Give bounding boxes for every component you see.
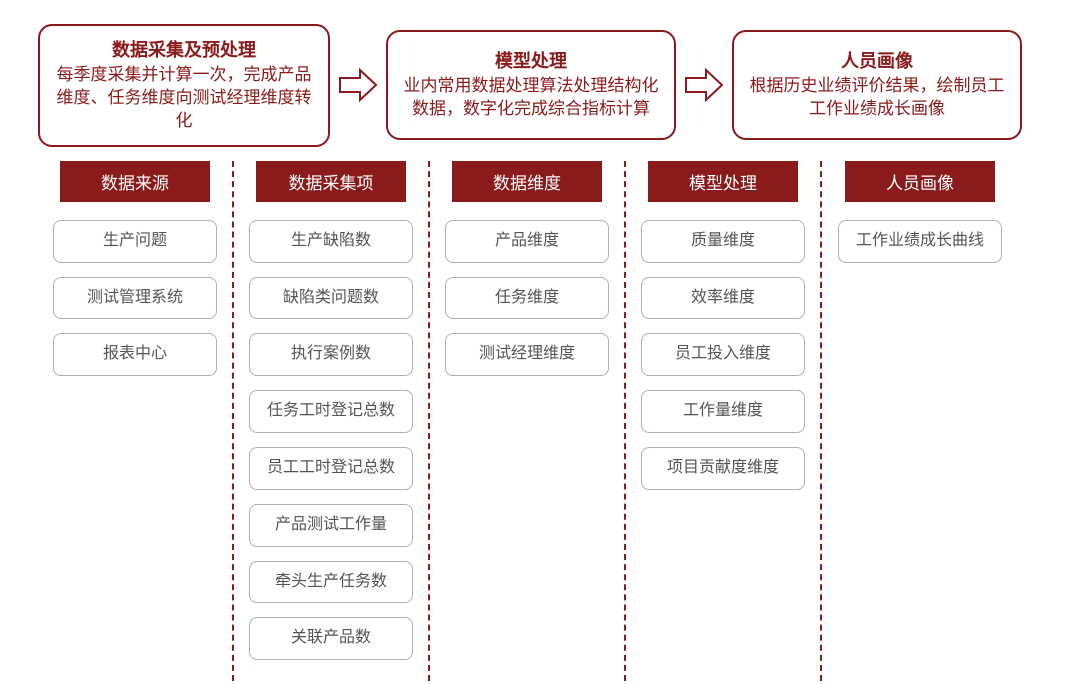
process-box-data-collection: 数据采集及预处理 每季度采集并计算一次，完成产品维度、任务维度向测试经理维度转化 <box>38 24 330 147</box>
process-title: 人员画像 <box>841 47 913 73</box>
list-item: 效率维度 <box>641 277 805 320</box>
list-item: 报表中心 <box>53 333 217 376</box>
process-title: 模型处理 <box>495 47 567 73</box>
category-column: 人员画像工作业绩成长曲线 <box>822 161 1018 681</box>
list-item: 员工工时登记总数 <box>249 447 413 490</box>
list-item: 生产缺陷数 <box>249 220 413 263</box>
list-item: 关联产品数 <box>249 617 413 660</box>
list-item: 项目贡献度维度 <box>641 447 805 490</box>
list-item: 执行案例数 <box>249 333 413 376</box>
category-column: 数据维度产品维度任务维度测试经理维度 <box>430 161 626 681</box>
arrow-right-icon <box>684 68 724 102</box>
process-box-model: 模型处理 业内常用数据处理算法处理结构化数据，数字化完成综合指标计算 <box>386 30 676 140</box>
category-column: 数据采集项生产缺陷数缺陷类问题数执行案例数任务工时登记总数员工工时登记总数产品测… <box>234 161 430 681</box>
list-item: 生产问题 <box>53 220 217 263</box>
category-columns: 数据来源生产问题测试管理系统报表中心数据采集项生产缺陷数缺陷类问题数执行案例数任… <box>38 161 1042 681</box>
list-item: 牵头生产任务数 <box>249 561 413 604</box>
list-item: 任务维度 <box>445 277 609 320</box>
list-item: 任务工时登记总数 <box>249 390 413 433</box>
category-column: 数据来源生产问题测试管理系统报表中心 <box>38 161 234 681</box>
list-item: 产品维度 <box>445 220 609 263</box>
list-item: 工作量维度 <box>641 390 805 433</box>
column-header: 数据维度 <box>452 161 602 202</box>
list-item: 工作业绩成长曲线 <box>838 220 1002 263</box>
process-desc: 每季度采集并计算一次，完成产品维度、任务维度向测试经理维度转化 <box>54 64 314 133</box>
column-header: 数据采集项 <box>256 161 406 202</box>
list-item: 产品测试工作量 <box>249 504 413 547</box>
process-box-portrait: 人员画像 根据历史业绩评价结果，绘制员工工作业绩成长画像 <box>732 30 1022 140</box>
list-item: 员工投入维度 <box>641 333 805 376</box>
arrow-right-icon <box>338 68 378 102</box>
list-item: 测试经理维度 <box>445 333 609 376</box>
list-item: 缺陷类问题数 <box>249 277 413 320</box>
list-item: 测试管理系统 <box>53 277 217 320</box>
process-title: 数据采集及预处理 <box>112 36 256 62</box>
category-column: 模型处理质量维度效率维度员工投入维度工作量维度项目贡献度维度 <box>626 161 822 681</box>
column-header: 模型处理 <box>648 161 798 202</box>
process-desc: 业内常用数据处理算法处理结构化数据，数字化完成综合指标计算 <box>402 75 660 121</box>
column-header: 人员画像 <box>845 161 995 202</box>
list-item: 质量维度 <box>641 220 805 263</box>
process-flow-row: 数据采集及预处理 每季度采集并计算一次，完成产品维度、任务维度向测试经理维度转化… <box>38 24 1042 147</box>
process-desc: 根据历史业绩评价结果，绘制员工工作业绩成长画像 <box>748 75 1006 121</box>
column-header: 数据来源 <box>60 161 210 202</box>
